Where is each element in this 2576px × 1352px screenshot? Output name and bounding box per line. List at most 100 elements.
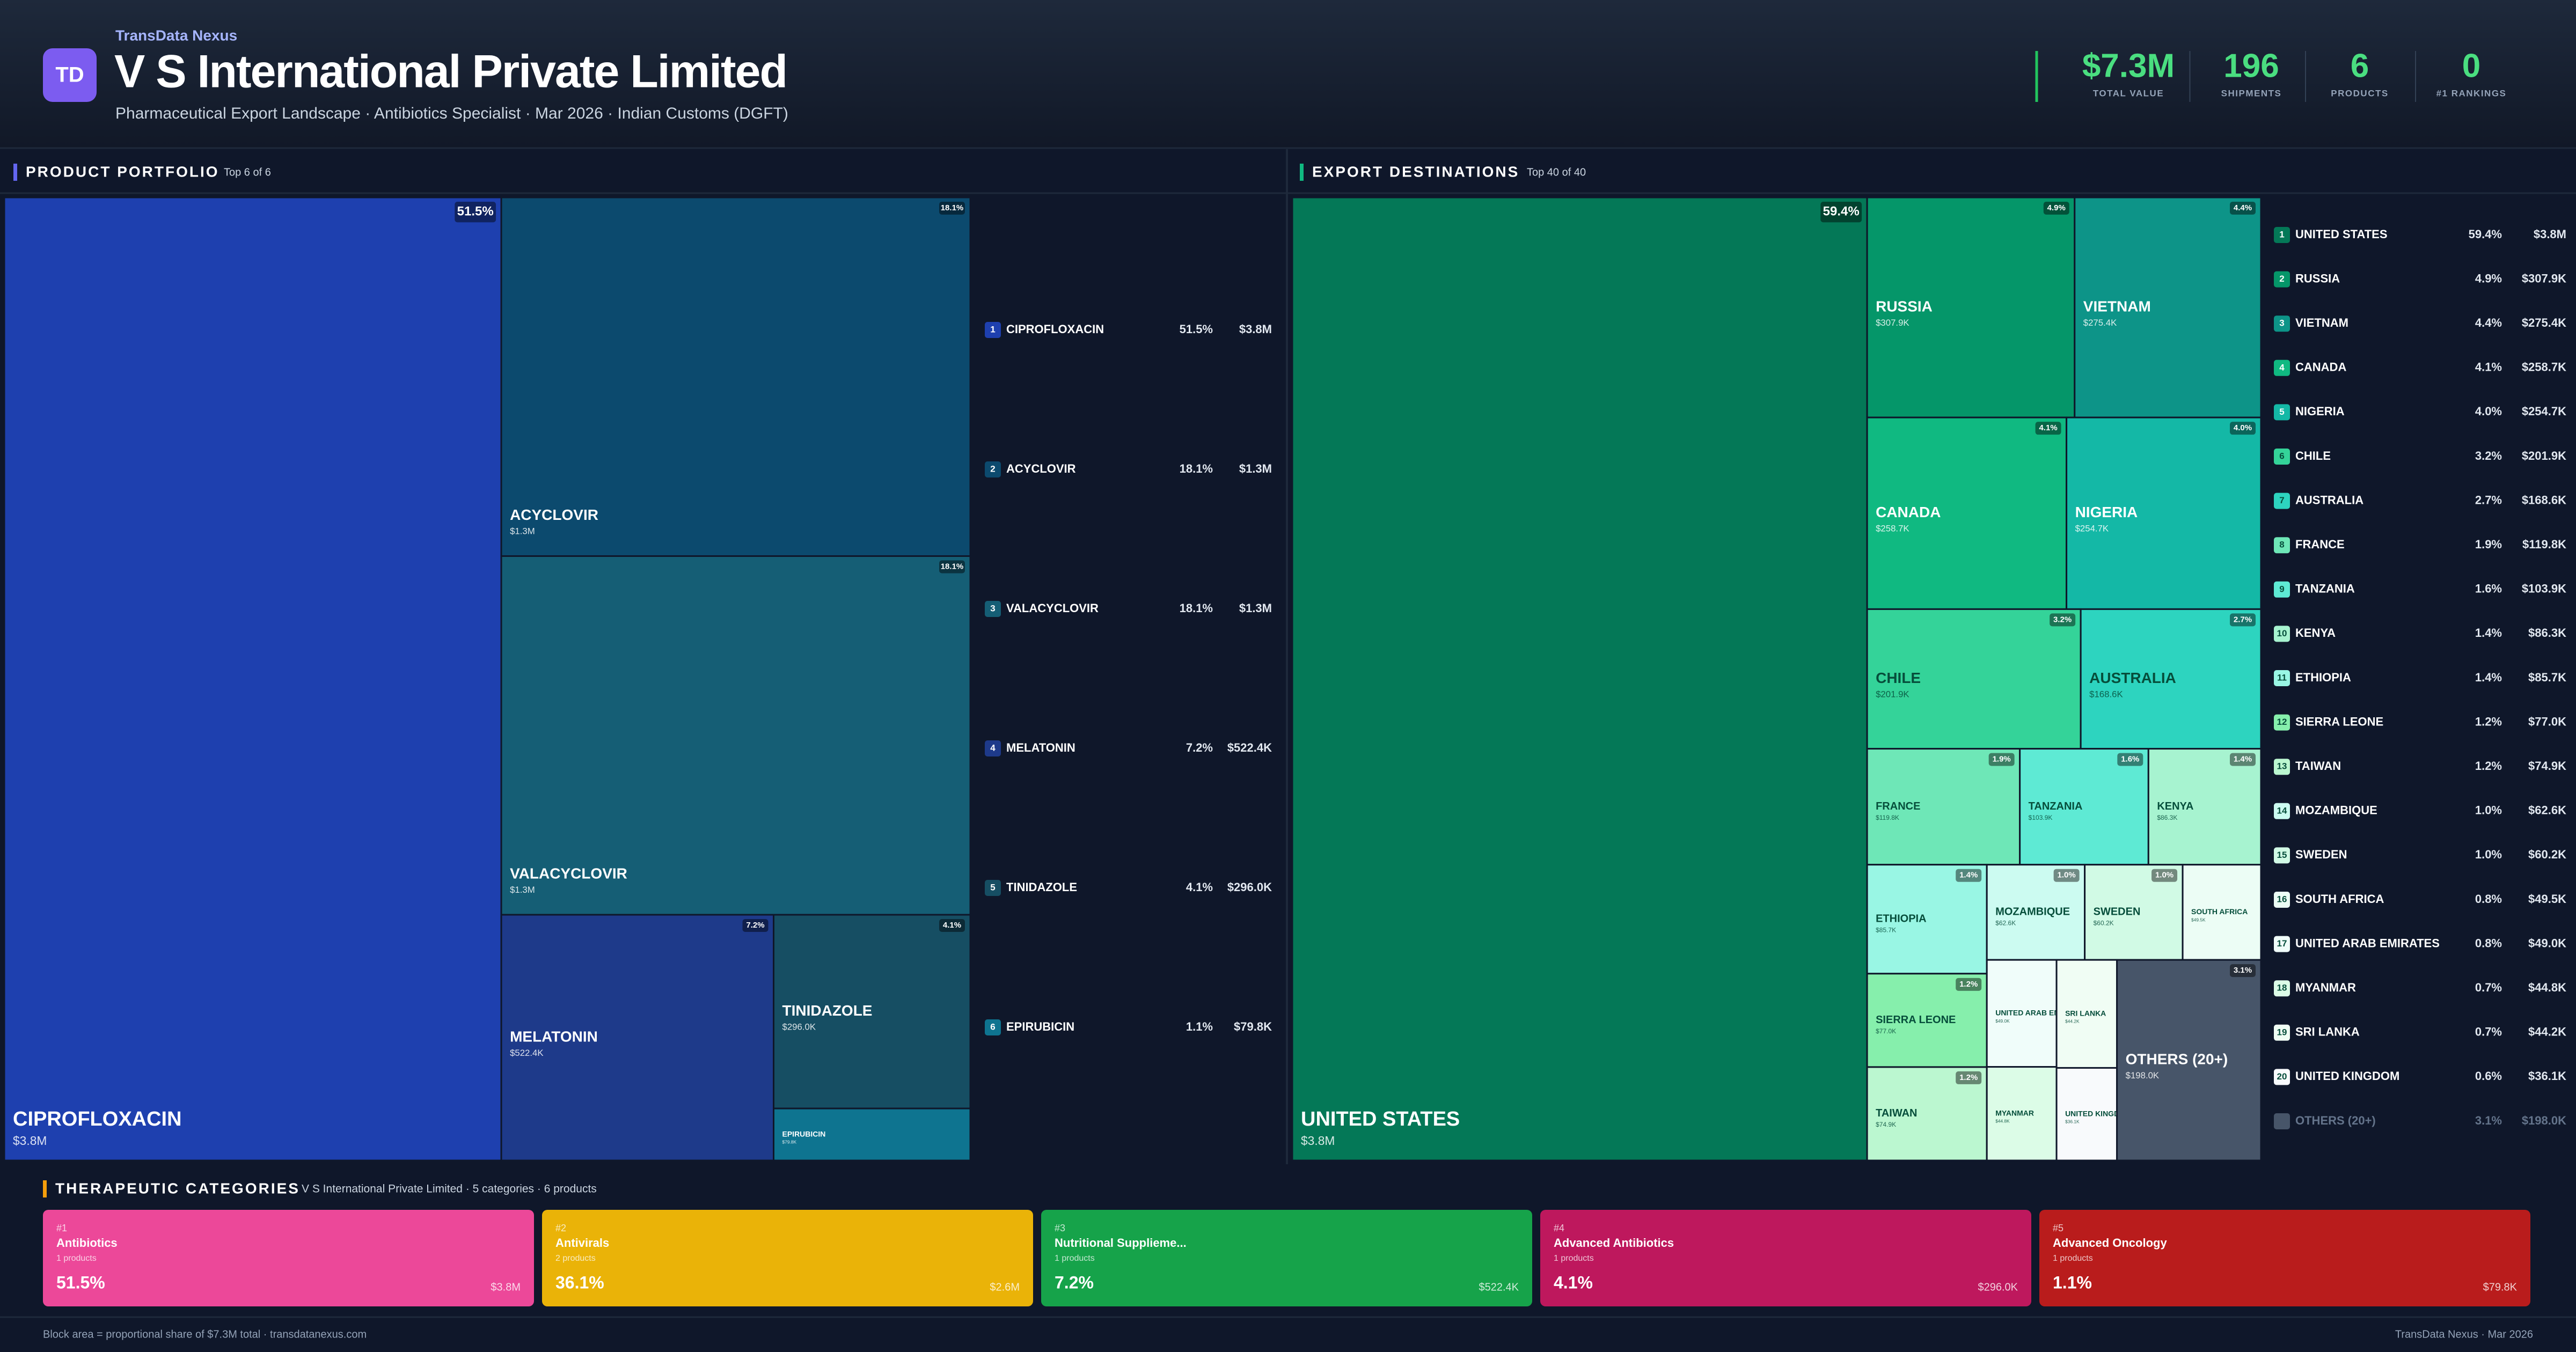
cell-value: $258.7K [1876,524,1909,534]
list-name: UNITED STATES [2295,227,2388,241]
rank-badge [985,461,1001,477]
share-badge-label: 2.7% [2234,615,2252,624]
list-name: SWEDEN [2295,848,2347,861]
list-value: $60.2K [2528,848,2566,861]
rank-badge [2274,359,2290,376]
logo-text: TD [55,63,84,87]
list-name: ETHIOPIA [2295,671,2351,684]
list-name: MOZAMBIQUE [2295,804,2377,817]
treemap-cell [1291,196,1868,1162]
rank-label: 16 [2277,894,2287,904]
card-rank: #2 [555,1223,566,1233]
card-name: Antivirals [555,1236,609,1250]
kpi-label: TOTAL VALUE [2093,88,2164,98]
share-badge-label: 1.9% [1993,755,2011,764]
treemap-cell [2147,748,2262,866]
rank-label: 12 [2277,717,2287,727]
share-badge-label: 1.4% [1959,871,1978,880]
rank-badge [2274,847,2290,864]
cell-value: $74.9K [1876,1121,1896,1128]
rank-label: 2 [990,464,995,474]
list-value: $36.1K [2528,1069,2566,1083]
cell-value: $85.7K [1876,926,1896,934]
rank-badge [2274,1113,2290,1129]
list-value: $49.0K [2528,936,2566,950]
share-badge-label: 1.2% [1959,1073,1978,1082]
rank-label: 9 [2279,584,2284,594]
treemap-cell [2055,959,2118,1069]
footer-right: TransData Nexus · Mar 2026 [2395,1328,2533,1340]
share-badge-label: 18.1% [941,562,964,571]
list-share: 1.9% [2475,538,2502,551]
list-name: ACYCLOVIR [1006,462,1076,475]
card-share: 51.5% [56,1273,105,1292]
rank-badge [2274,892,2290,908]
rank-label: 10 [2277,628,2287,638]
rank-badge [2274,980,2290,997]
treemap-cell [2182,864,2262,961]
share-badge-label: 1.2% [1959,980,1978,989]
treemap-cell [773,1107,971,1162]
rank-label: 5 [2279,407,2284,417]
brand: TransData Nexus [115,27,237,43]
list-value: $3.8M [1239,322,1272,336]
kpi-value: 6 [2351,47,2369,84]
section-subtitle: Top 40 of 40 [1527,166,1586,178]
cell-value: $307.9K [1876,318,1909,328]
list-value: $3.8M [2534,227,2566,241]
card-rank: #5 [2053,1223,2063,1233]
cell-name: RUSSIA [1876,298,1933,314]
rank-label: 15 [2277,850,2287,860]
list-value: $85.7K [2528,671,2566,684]
list-value: $522.4K [1227,741,1272,754]
cell-value: $49.5K [2191,917,2206,922]
list-value: $296.0K [1227,880,1272,894]
section-title: EXPORT DESTINATIONS [1312,163,1519,180]
rank-badge [2274,759,2290,775]
list-name: RUSSIA [2295,271,2340,285]
card-value: $522.4K [1479,1281,1519,1293]
rank-badge [2274,714,2290,731]
list-name: AUSTRALIA [2295,493,2363,506]
cell-value: $1.3M [510,526,535,536]
share-badge-label: 3.1% [2234,966,2252,975]
card-count: 1 products [2053,1254,2093,1263]
treemap-cell [1866,608,2082,750]
rank-label: 20 [2277,1071,2287,1082]
cell-value: $201.9K [1876,689,1909,699]
rank-label: 14 [2277,805,2287,815]
treemap-cell [2084,864,2184,961]
share-badge-label: 4.1% [2039,423,2057,432]
list-share: 0.8% [2475,936,2502,950]
share-badge [1820,202,1862,223]
card-share: 7.2% [1055,1273,1094,1292]
treemap-cell [2019,748,2149,866]
rank-label: 13 [2277,761,2287,771]
card-share: 1.1% [2053,1273,2092,1292]
section-accent [43,1180,47,1197]
share-badge [455,202,496,223]
treemap-cell [500,555,971,916]
list-name: CHILE [2295,449,2331,462]
treemap-cell [2055,1067,2118,1162]
cell-value: $60.2K [2094,920,2114,927]
list-name: SRI LANKA [2295,1025,2360,1039]
list-name: FRANCE [2295,538,2345,551]
share-badge-label: 4.0% [2234,423,2252,432]
cell-name: NIGERIA [2075,504,2138,520]
cell-name: TINIDAZOLE [782,1002,873,1019]
rank-label: 11 [2277,672,2287,682]
category-card [1540,1210,2031,1306]
share-badge [2117,753,2143,766]
card-share: 36.1% [555,1273,604,1292]
share-badge [2230,422,2256,435]
list-value: $77.0K [2528,715,2566,728]
cell-name: TAIWAN [1876,1107,1917,1119]
cell-name: SRI LANKA [2065,1009,2106,1017]
card-value: $3.8M [491,1281,521,1293]
cell-value: $44.8K [1995,1119,2010,1124]
list-share: 4.1% [1186,880,1213,894]
cell-name: UNITED STATES [1301,1108,1460,1130]
list-value: $86.3K [2528,626,2566,640]
list-name: MELATONIN [1006,741,1075,754]
